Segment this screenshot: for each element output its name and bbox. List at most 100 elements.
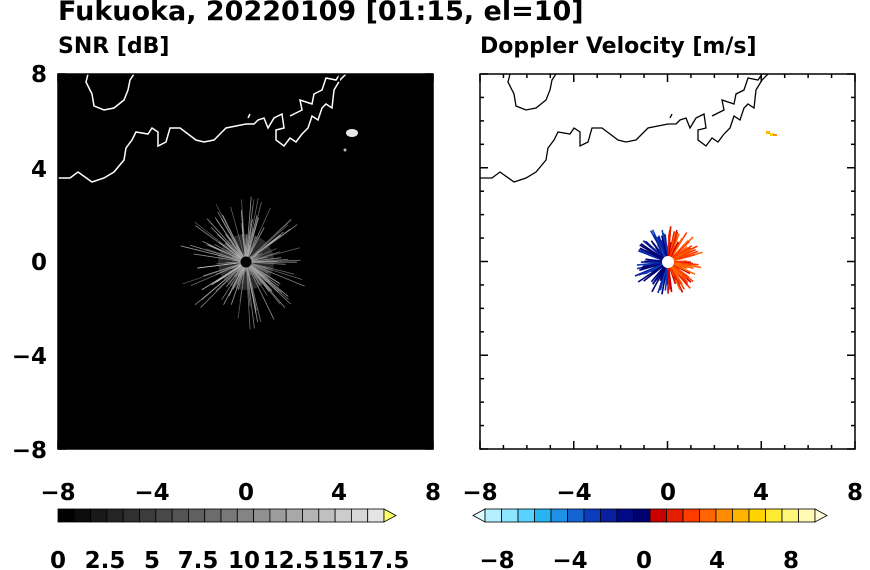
snr-y-tick-label: 0 [31,250,47,276]
doppler-colorbar-cell [765,508,783,523]
snr-echo-ray [203,261,247,277]
snr-colorbar-cell [269,508,287,523]
doppler-colorbar-cell [583,508,601,523]
snr-colorbar-label: 15 [321,548,353,570]
doppler-x-tick-label: 4 [753,480,769,506]
snr-colorbar-label: 17.5 [353,548,410,570]
snr-radar-site [240,256,252,268]
snr-echo-ray [210,227,247,263]
snr-echo-ray [194,261,247,306]
snr-echo-ray [206,244,247,263]
doppler-target-echo [766,131,777,136]
snr-colorbar-cell [139,508,157,523]
doppler-colorbar-extend-low [472,508,486,523]
doppler-colorbar-cell [501,508,519,523]
snr-colorbar-cell [220,508,238,523]
snr-colorbar-label: 0 [50,548,66,570]
doppler-colorbar-cell [666,508,684,523]
snr-x-tick-label: 8 [425,480,441,506]
snr-colorbar-label: 10 [228,548,260,570]
doppler-colorbar-cell [748,508,766,523]
snr-colorbar-cell [367,508,385,523]
doppler-colorbar-cell [616,508,634,523]
snr-colorbar-cell [106,508,124,523]
doppler-colorbar-cell [633,508,651,523]
doppler-colorbar-cell [600,508,618,523]
snr-colorbar-cell [236,508,255,523]
doppler-colorbar-cell [534,508,552,523]
snr-echo-ray [217,211,247,263]
doppler-colorbar-cell [715,508,733,523]
snr-echo-ray [211,261,247,286]
doppler-colorbar-cell [567,508,585,523]
snr-colorbar-cell [334,508,352,523]
doppler-colorbar-label: 0 [636,548,652,570]
snr-colorbar-cell [57,508,75,523]
snr-echo-ray [245,258,289,263]
snr-target-echo [346,129,358,137]
doppler-colorbar-cell [517,508,535,523]
doppler-colorbar-cell [682,508,700,523]
snr-colorbar-cell [253,508,271,523]
snr-colorbar-cell [90,508,108,523]
snr-panel: −8 −4 0 4 8 8 4 0 −4 −8 0 2.5 5 7.5 10 1… [12,62,441,570]
snr-y-tick-labels: 8 4 0 −4 −8 [12,62,47,464]
doppler-colorbar-cell [550,508,568,523]
doppler-colorbar-cell [781,508,799,523]
snr-target-echo-small [343,148,347,152]
snr-echo-ray [245,219,253,263]
snr-y-tick-label: 8 [31,62,47,88]
doppler-colorbar-label: 4 [709,548,725,570]
snr-echo-ray [180,245,247,263]
doppler-panel-title: Doppler Velocity [m/s] [480,34,757,59]
doppler-colorbar-label: 8 [783,548,799,570]
snr-echo-ray [193,253,247,263]
doppler-x-tick-labels: −8 −4 0 4 8 [462,480,863,506]
snr-x-tick-label: 4 [331,480,347,506]
doppler-x-tick-label: 0 [660,480,676,506]
snr-colorbar-cell [187,508,206,523]
snr-y-tick-label: 4 [31,157,47,183]
snr-colorbar-cell [73,508,92,523]
snr-echo-ray [241,199,247,263]
snr-echo-ray [221,261,247,300]
doppler-panel: −8 −4 0 4 8 −8 −4 0 4 8 [462,73,863,570]
snr-echo-ray [245,261,251,330]
doppler-colorbar-label: −4 [552,548,587,570]
snr-colorbar-cell [350,508,369,523]
snr-colorbar-label: 5 [144,548,160,570]
snr-colorbar [57,508,397,523]
doppler-colorbar-cell [798,508,816,523]
snr-echo-ray [245,207,271,263]
snr-y-tick-label: −4 [12,344,47,370]
snr-x-tick-labels: −8 −4 0 4 8 [40,480,441,506]
snr-colorbar-cell [122,508,140,523]
snr-echo-ray [245,261,289,297]
snr-coastline [58,74,347,183]
snr-echo-ray [245,261,275,320]
doppler-x-tick-label: −4 [556,480,591,506]
doppler-coastline [480,74,769,183]
snr-colorbar-cell [285,508,303,523]
snr-echo-ray [197,261,247,269]
snr-colorbar-label: 2.5 [85,548,126,570]
snr-echo-ray [190,261,247,286]
doppler-colorbar-cell [699,508,717,523]
snr-echo-ray [245,261,257,311]
snr-colorbar-labels: 0 2.5 5 7.5 10 12.5 15 17.5 [50,548,409,570]
snr-colorbar-cell [204,508,222,523]
main-title: Fukuoka, 20220109 [01:15, el=10] [58,0,584,27]
snr-colorbar-extend [383,508,397,523]
snr-colorbar-cell [155,508,173,523]
snr-colorbar-label: 12.5 [263,548,320,570]
doppler-colorbar-label: −8 [479,548,514,570]
doppler-radar-site [662,256,674,268]
snr-colorbar-cell [171,508,189,523]
doppler-colorbar [472,508,828,523]
snr-x-tick-label: −4 [134,480,169,506]
snr-echo-ray [245,234,284,263]
snr-echo-ray [206,218,247,263]
snr-x-tick-label: −8 [40,480,75,506]
snr-echo-ray [245,261,255,329]
